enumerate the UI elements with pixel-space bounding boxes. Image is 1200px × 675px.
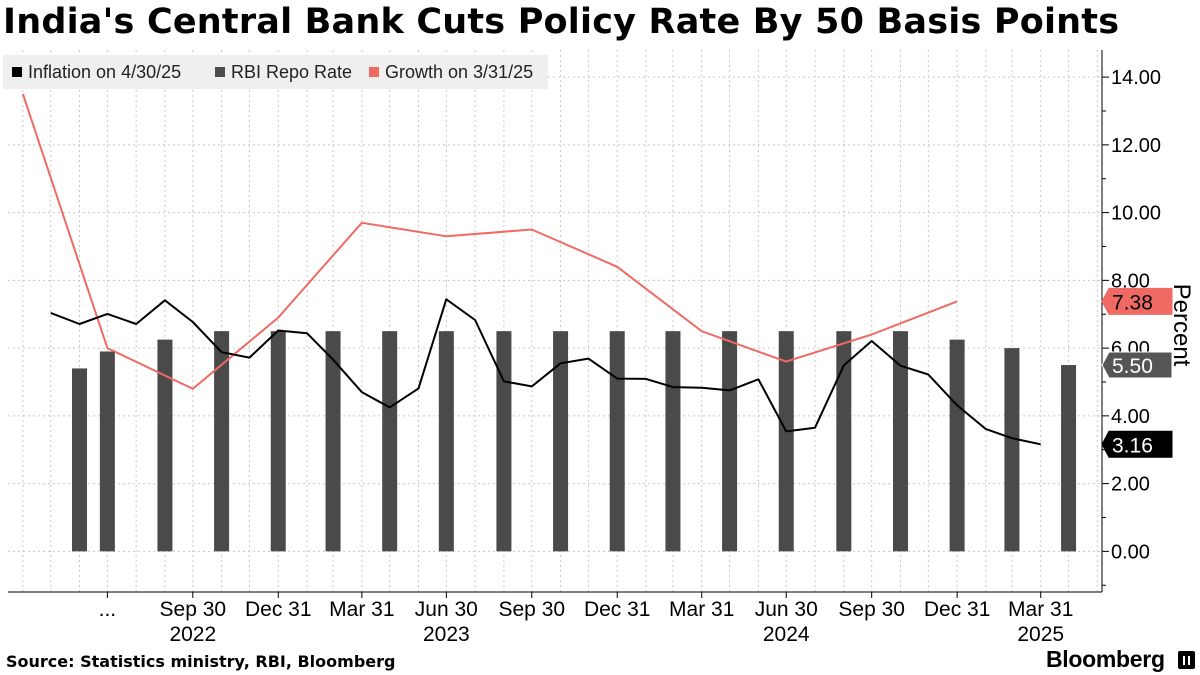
repo-bar — [609, 331, 625, 552]
x-tick-label: Sep 30 — [838, 598, 905, 621]
x-tick-label: Mar 31 — [1008, 598, 1073, 621]
repo-end-label-box — [1101, 351, 1173, 379]
repo-bar — [1061, 365, 1077, 552]
legend: Inflation on 4/30/25 RBI Repo Rate Growth … — [3, 55, 548, 89]
repo-bar — [778, 331, 794, 552]
repo-bar — [157, 339, 173, 552]
x-tick-label: Sep 30 — [499, 598, 566, 621]
repo-bar — [892, 331, 908, 552]
legend-background — [3, 55, 548, 89]
repo-bar — [1004, 348, 1020, 552]
repo-bar — [949, 339, 965, 552]
repo-bar — [270, 331, 286, 552]
x-tick-label: Jun 30 — [415, 598, 478, 621]
x-tick-label: Mar 31 — [669, 598, 734, 621]
bloomberg-terminal-icon — [1178, 651, 1195, 669]
repo-bar — [836, 331, 852, 552]
x-tick-label: Dec 31 — [924, 598, 991, 621]
y-tick-label: 14.00 — [1111, 67, 1161, 89]
repo-bars — [72, 331, 1077, 552]
x-year-label: 2024 — [763, 623, 810, 646]
repo-bar — [214, 331, 230, 552]
y-tick-label: 10.00 — [1111, 203, 1161, 225]
series-lines — [21, 93, 1041, 446]
repo-bar — [72, 368, 88, 552]
repo-bar — [382, 331, 398, 552]
growth-line — [21, 93, 958, 390]
inflation-end-label-box — [1101, 430, 1173, 458]
legend-growth-swatch — [369, 67, 379, 77]
x-year-label: 2025 — [1017, 623, 1064, 646]
source-note: Source: Statistics ministry, RBI, Bloomb… — [6, 652, 396, 671]
inflation-end-label: 3.16 — [1112, 434, 1153, 457]
x-tick-label: Dec 31 — [245, 598, 312, 621]
x-tick-label: Jun 30 — [755, 598, 818, 621]
repo-bar — [722, 331, 738, 552]
legend-growth-label: Growth on 3/31/25 — [385, 62, 533, 82]
bloomberg-logo: Bloomberg — [1046, 646, 1165, 672]
y-tick-label: 0.00 — [1111, 541, 1150, 563]
inflation-line — [50, 298, 1041, 446]
y-tick-label: 12.00 — [1111, 135, 1161, 157]
legend-repo-swatch — [215, 67, 225, 77]
y-tick-label: 2.00 — [1111, 474, 1150, 496]
x-year-label: 2022 — [169, 623, 216, 646]
y-tick-label: 4.00 — [1111, 406, 1150, 428]
repo-bar — [99, 351, 115, 552]
end-labels: 7.38 5.50 3.16 — [1101, 287, 1173, 458]
legend-inflation-label: Inflation on 4/30/25 — [28, 62, 181, 82]
legend-repo-label: RBI Repo Rate — [231, 62, 352, 82]
growth-end-label: 7.38 — [1112, 291, 1153, 314]
chart-title: India's Central Bank Cuts Policy Rate By… — [3, 2, 1120, 42]
repo-bar — [665, 331, 681, 552]
repo-bar — [325, 331, 341, 552]
repo-end-label: 5.50 — [1112, 355, 1153, 378]
repo-bar — [553, 331, 569, 552]
x-tick-label: Dec 31 — [584, 598, 651, 621]
growth-end-label-box — [1101, 287, 1173, 315]
repo-bar — [496, 331, 512, 552]
x-year-label: 2023 — [423, 623, 470, 646]
x-tick-label: Mar 31 — [329, 598, 394, 621]
y-tick-label: 8.00 — [1111, 270, 1150, 292]
x-tick-label: ... — [99, 598, 117, 621]
legend-inflation-swatch — [12, 67, 22, 77]
repo-bar — [438, 331, 454, 552]
x-tick-label: Sep 30 — [160, 598, 227, 621]
